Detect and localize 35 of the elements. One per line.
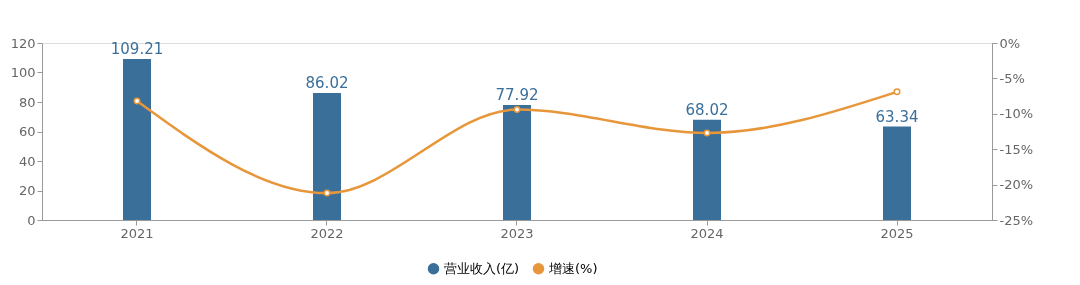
- y2-tick-label: -20%: [999, 177, 1034, 193]
- bar: [883, 126, 911, 220]
- text: 77.92: [495, 86, 539, 105]
- text: 86.02: [305, 74, 349, 93]
- point: [893, 88, 901, 96]
- y-tick-label: 0: [27, 212, 36, 228]
- y-tick-label: 80: [18, 94, 36, 110]
- legend-label: 增速(%): [548, 260, 598, 276]
- x-tick-label: 2022: [310, 225, 344, 241]
- x-tick-label: 2024: [690, 225, 724, 241]
- y-tick-label: 120: [10, 35, 36, 51]
- bar: [313, 93, 341, 220]
- point: [133, 97, 141, 105]
- point: [323, 189, 331, 197]
- text: 68.02: [685, 100, 729, 119]
- y-tick-label: 20: [18, 183, 36, 198]
- x-tick-label: 2025: [880, 225, 914, 241]
- bar: [693, 119, 721, 220]
- y2-tick-label: -10%: [999, 106, 1034, 122]
- y2-tick-label: -25%: [999, 212, 1034, 228]
- bar: [503, 105, 531, 220]
- point: [703, 129, 711, 137]
- y-tick-label: 40: [18, 153, 36, 169]
- text: 63.34: [875, 107, 919, 126]
- y2-tick-label: -5%: [999, 70, 1025, 86]
- y-tick-label: 60: [18, 124, 36, 139]
- point: [513, 106, 521, 114]
- legend-label: 营业收入(亿): [444, 260, 520, 276]
- y2-tick-label: -15%: [999, 141, 1034, 157]
- x-tick-label: 2021: [120, 225, 154, 241]
- y2-tick-label: 0%: [999, 35, 1021, 51]
- x-tick-label: 2023: [500, 225, 534, 241]
- bar: [123, 58, 151, 220]
- text: 109.21: [110, 39, 164, 58]
- y-tick-label: 100: [10, 65, 36, 80]
